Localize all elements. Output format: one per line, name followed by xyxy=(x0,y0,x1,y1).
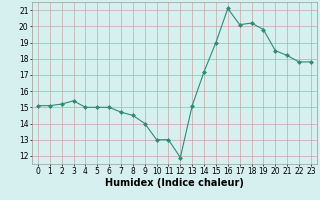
X-axis label: Humidex (Indice chaleur): Humidex (Indice chaleur) xyxy=(105,178,244,188)
